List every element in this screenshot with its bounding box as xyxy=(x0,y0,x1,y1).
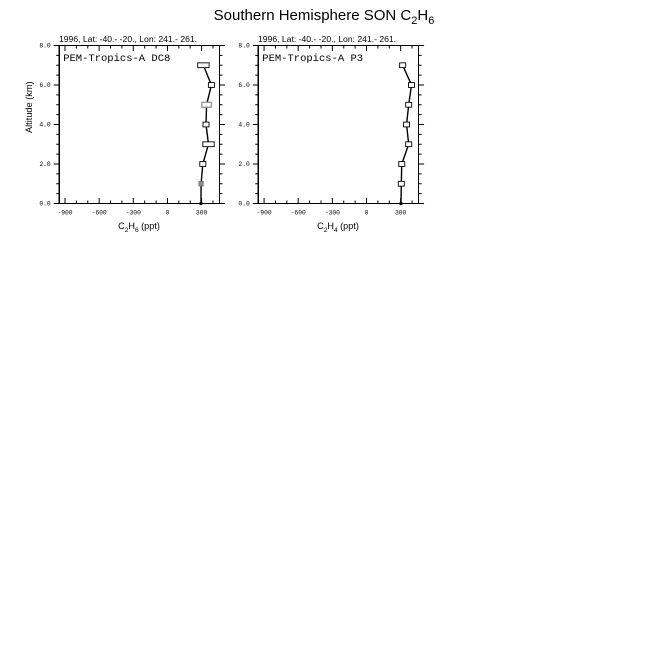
svg-text:300: 300 xyxy=(395,209,407,216)
svg-text:-900: -900 xyxy=(257,209,272,216)
svg-text:2.0: 2.0 xyxy=(238,161,250,168)
svg-text:PEM-Tropics-A P3: PEM-Tropics-A P3 xyxy=(262,53,363,65)
svg-text:0: 0 xyxy=(166,209,170,216)
svg-text:8.0: 8.0 xyxy=(238,43,250,50)
svg-text:8.0: 8.0 xyxy=(39,43,51,50)
svg-text:PEM-Tropics-A DC8: PEM-Tropics-A DC8 xyxy=(63,53,170,65)
svg-text:-300: -300 xyxy=(126,209,141,216)
svg-text:6.0: 6.0 xyxy=(238,82,250,89)
svg-text:300: 300 xyxy=(196,209,208,216)
svg-text:0.0: 0.0 xyxy=(238,201,250,208)
svg-text:-900: -900 xyxy=(57,209,72,216)
svg-text:4.0: 4.0 xyxy=(39,122,51,129)
svg-text:-300: -300 xyxy=(325,209,340,216)
svg-text:-600: -600 xyxy=(291,209,306,216)
svg-text:2.0: 2.0 xyxy=(39,161,51,168)
svg-text:0: 0 xyxy=(365,209,369,216)
svg-text:6.0: 6.0 xyxy=(39,82,51,89)
svg-text:0.0: 0.0 xyxy=(39,201,51,208)
svg-text:4.0: 4.0 xyxy=(238,122,250,129)
svg-text:-600: -600 xyxy=(92,209,107,216)
